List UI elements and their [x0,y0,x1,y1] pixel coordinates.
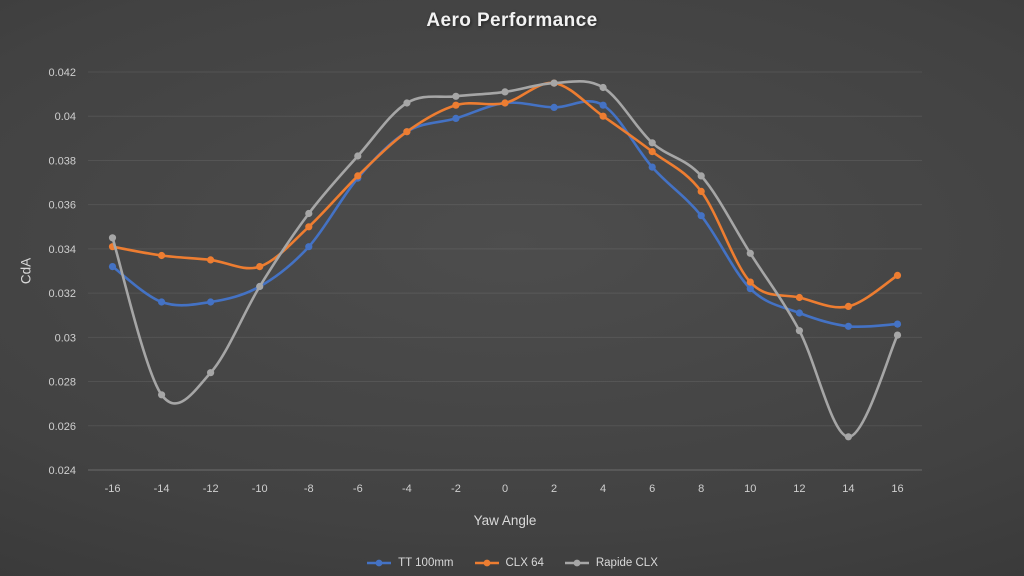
data-point-marker-rapide-clx [550,79,558,87]
data-point-marker-rapide-clx [893,331,902,339]
data-point-marker-clx-64 [403,128,411,136]
x-tick-label: -12 [203,483,219,495]
y-tick-label: 0.036 [48,200,76,212]
y-tick-label: 0.032 [48,288,76,300]
x-tick-label: -4 [402,483,412,495]
data-point-marker-rapide-clx [452,92,460,100]
data-point-marker-rapide-clx [403,99,411,107]
legend-marker-icon [367,559,392,567]
data-point-marker-clx-64 [256,263,264,271]
x-tick-label: 2 [551,483,557,495]
data-point-marker-tt-100mm [550,103,558,111]
x-tick-label: 16 [891,483,903,495]
y-tick-label: 0.042 [48,67,76,79]
data-point-marker-rapide-clx [207,369,215,377]
legend-label: CLX 64 [505,557,544,569]
data-point-marker-clx-64 [893,271,902,279]
x-tick-label: -10 [252,483,268,495]
data-point-marker-clx-64 [648,148,656,156]
data-point-marker-tt-100mm [158,298,166,306]
y-tick-label: 0.034 [48,244,76,256]
data-point-marker-clx-64 [599,112,607,120]
data-point-marker-rapide-clx [354,152,362,160]
chart-title: Aero Performance [426,10,598,31]
x-tick-label: -14 [154,483,170,495]
x-tick-label: 14 [842,483,854,495]
legend-marker-icon [474,559,499,567]
y-tick-label: 0.024 [48,465,76,477]
data-point-marker-tt-100mm [844,322,853,330]
y-tick-label: 0.03 [55,332,76,344]
legend-label: Rapide CLX [595,557,658,569]
data-point-marker-clx-64 [844,302,853,310]
data-point-marker-rapide-clx [795,327,804,335]
x-tick-label: -6 [353,483,363,495]
x-tick-label: -8 [304,483,314,495]
data-point-marker-tt-100mm [795,309,804,317]
data-point-marker-rapide-clx [599,83,607,92]
legend-marker-icon [564,559,589,567]
data-point-marker-rapide-clx [158,391,166,399]
x-tick-label: 0 [502,483,508,495]
data-point-marker-clx-64 [452,101,460,109]
series-line-rapide-clx [111,79,899,439]
x-tick-label: -16 [105,483,121,495]
x-tick-label: 10 [744,483,756,495]
data-point-marker-clx-64 [746,278,754,286]
data-point-marker-tt-100mm [108,263,117,271]
data-point-marker-rapide-clx [108,234,117,242]
legend-label: TT 100mm [398,557,454,569]
data-point-marker-rapide-clx [697,172,705,180]
data-point-marker-tt-100mm [599,101,607,109]
data-point-marker-clx-64 [697,187,705,195]
x-tick-label: 12 [793,483,805,495]
data-point-marker-clx-64 [158,251,166,260]
data-point-marker-tt-100mm [893,320,902,328]
legend: TT 100mm CLX 64 Rapide CLX [0,557,1024,569]
data-point-marker-rapide-clx [746,249,754,257]
data-point-marker-rapide-clx [256,282,264,291]
data-point-marker-clx-64 [207,256,215,264]
data-point-marker-tt-100mm [648,163,656,171]
data-point-marker-tt-100mm [207,298,215,306]
data-point-marker-tt-100mm [746,285,754,293]
legend-item-clx-64: CLX 64 [474,557,544,569]
legend-item-tt-100mm: TT 100mm [366,557,454,569]
data-point-marker-clx-64 [501,99,509,107]
y-tick-label: 0.028 [48,377,76,389]
data-point-marker-rapide-clx [501,88,509,96]
x-tick-label: -2 [451,483,461,495]
legend-item-rapide-clx: Rapide CLX [564,557,658,569]
data-point-marker-clx-64 [795,293,804,302]
x-axis-title: Yaw Angle [473,513,537,528]
data-point-marker-tt-100mm [305,243,313,251]
data-point-marker-tt-100mm [697,212,705,220]
data-point-marker-clx-64 [305,223,313,231]
y-tick-label: 0.026 [48,421,76,433]
x-tick-label: 6 [649,483,655,495]
data-point-marker-tt-100mm [452,114,460,122]
data-point-marker-rapide-clx [844,433,853,441]
y-tick-label: 0.04 [55,111,76,123]
data-point-marker-rapide-clx [648,139,656,147]
x-tick-label: 8 [698,483,704,495]
data-point-marker-rapide-clx [305,209,313,218]
y-tick-label: 0.038 [48,155,76,167]
x-tick-label: 4 [600,483,606,495]
data-point-marker-clx-64 [354,172,362,180]
